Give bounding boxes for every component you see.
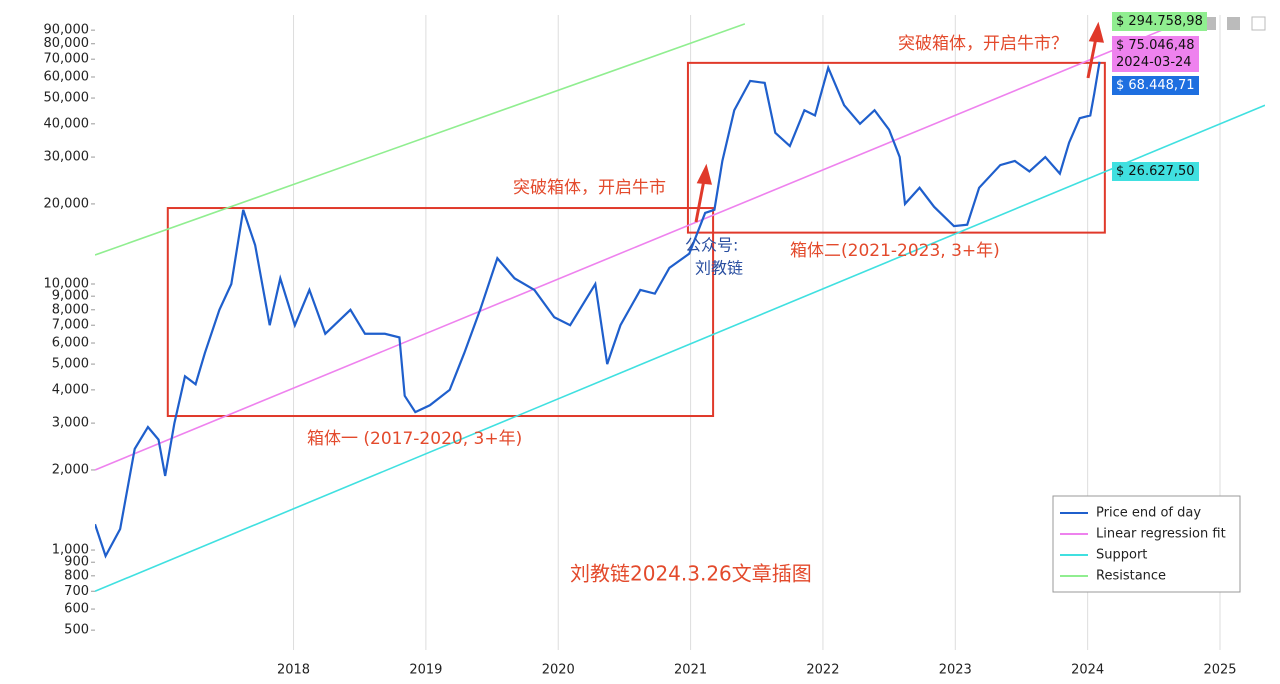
grid — [293, 15, 1221, 650]
annotation: 突破箱体，开启牛市 — [513, 178, 666, 198]
y-tick-label: 20,000 — [44, 196, 90, 211]
legend-items: Price end of day Linear regression fit Sup… — [1060, 506, 1226, 584]
y-tick-label: 7,000 — [52, 318, 89, 333]
price-tag: $ 294.758,98 — [1112, 12, 1207, 31]
price-tag-date: 2024-03-24 — [1116, 55, 1192, 70]
y-tick-label: 70,000 — [44, 52, 90, 67]
y-tick-label: 8,000 — [52, 302, 89, 317]
x-tick-label: 2024 — [1071, 663, 1104, 678]
x-tick-label: 2018 — [277, 663, 310, 678]
price-tag-text: $ 75.046,48 — [1116, 38, 1195, 53]
y-tick-label: 60,000 — [44, 69, 90, 84]
price-tag-text: $ 26.627,50 — [1116, 164, 1195, 179]
y-tick-label: 50,000 — [44, 91, 90, 106]
box — [686, 61, 1106, 234]
y-tick-label: 3,000 — [52, 416, 89, 431]
legend-label: Linear regression fit — [1096, 527, 1226, 542]
y-tick-label: 4,000 — [52, 382, 89, 397]
y-tick-label: 600 — [64, 602, 89, 617]
y-tick-label: 40,000 — [44, 116, 90, 131]
annotation: 箱体一 (2017-2020, 3+年) — [307, 429, 522, 449]
y-tick-label: 9,000 — [52, 289, 89, 304]
plot — [95, 15, 1265, 592]
x-tick-label: 2020 — [542, 663, 575, 678]
y-tick-label: 10,000 — [44, 277, 90, 292]
annotation: 箱体二(2021-2023, 3+年) — [790, 241, 1000, 261]
x-tick-label: 2025 — [1203, 663, 1236, 678]
toolbar[interactable] — [1203, 16, 1266, 31]
series-line — [95, 23, 746, 256]
annotation: 公众号: — [685, 236, 738, 255]
y-tick-label: 700 — [64, 584, 89, 599]
y-tick-label: 5,000 — [52, 357, 89, 372]
x-tick-label: 2022 — [806, 663, 839, 678]
box — [166, 207, 715, 418]
x-tick-label: 2021 — [674, 663, 707, 678]
y-tick-label: 500 — [64, 623, 89, 638]
price-tag: $ 26.627,50 — [1112, 162, 1199, 181]
y-tick-label: 2,000 — [52, 462, 89, 477]
annotation: 突破箱体，开启牛市？ — [898, 34, 1068, 54]
y-tick-label: 80,000 — [44, 36, 90, 51]
series-line — [95, 104, 1265, 592]
y-tick-label: 90,000 — [44, 23, 90, 38]
y-tick-label: 800 — [64, 568, 89, 583]
y-tick-label: 900 — [64, 555, 89, 570]
price-tag: $ 75.046,48 2024-03-24 — [1112, 36, 1199, 72]
price-tag-text: $ 68.448,71 — [1116, 78, 1195, 93]
price-tag-text: $ 294.758,98 — [1116, 14, 1203, 29]
series-line — [95, 61, 1101, 559]
y-tick-label: 1,000 — [52, 543, 89, 558]
annotation: 刘教链 — [695, 259, 743, 278]
watermark: 刘教链2024.3.26文章插图 — [570, 562, 812, 586]
x-tick-label: 2023 — [939, 663, 972, 678]
labels: 2018 2019 2020 2021 2022 2023 2024 2025 500 600 70… — [44, 23, 1237, 678]
legend-label: Support — [1096, 548, 1147, 563]
x-tick-label: 2019 — [409, 663, 442, 678]
y-tick-label: 6,000 — [52, 336, 89, 351]
price-tag: $ 68.448,71 — [1112, 76, 1199, 95]
arrows — [694, 21, 1105, 223]
series-line — [95, 15, 1201, 471]
legend-label: Price end of day — [1096, 506, 1201, 521]
y-tick-label: 30,000 — [44, 150, 90, 165]
legend-label: Resistance — [1096, 569, 1166, 584]
